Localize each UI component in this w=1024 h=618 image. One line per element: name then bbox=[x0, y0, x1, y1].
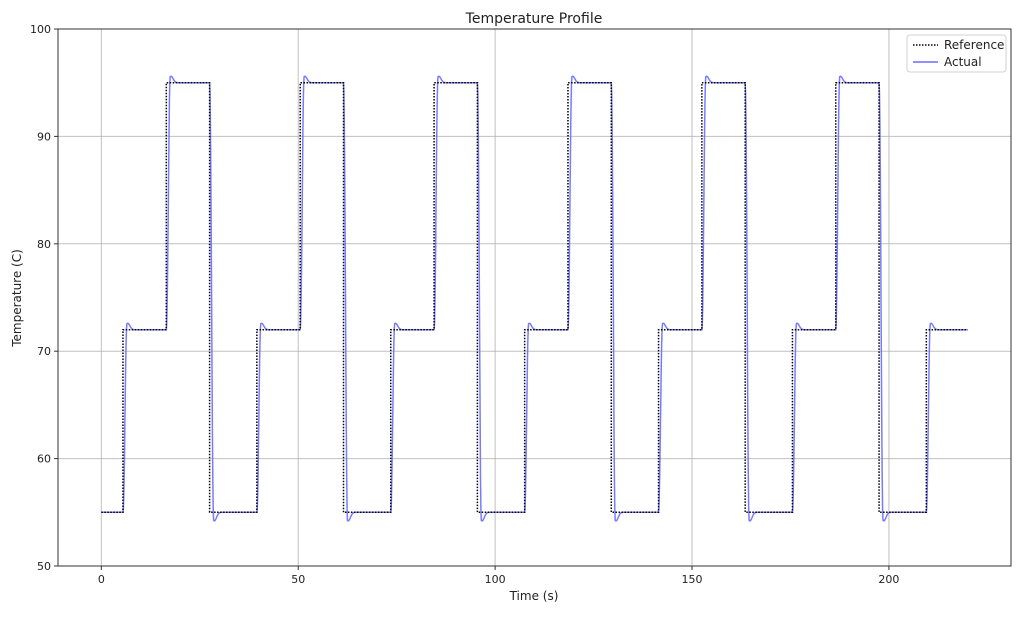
grid-lines bbox=[58, 29, 1011, 566]
y-tick-label: 50 bbox=[37, 560, 51, 573]
y-tick-label: 70 bbox=[37, 345, 51, 358]
y-axis-ticks: 50 60 70 80 90 100 bbox=[30, 23, 58, 573]
y-tick-label: 80 bbox=[37, 238, 51, 251]
x-tick-label: 200 bbox=[878, 573, 899, 586]
x-tick-label: 50 bbox=[291, 573, 305, 586]
series-actual-line bbox=[101, 75, 968, 522]
y-tick-label: 60 bbox=[37, 453, 51, 466]
x-axis-ticks: 0 50 100 150 200 bbox=[98, 566, 899, 586]
actual-path bbox=[101, 75, 968, 522]
plot-frame bbox=[57, 28, 1012, 567]
legend: Reference Actual bbox=[906, 34, 1007, 73]
series-reference-line bbox=[101, 81, 968, 514]
y-tick-label: 90 bbox=[37, 130, 51, 143]
reference-path bbox=[101, 81, 968, 514]
legend-actual-label: Actual bbox=[944, 55, 982, 69]
x-axis-label: Time (s) bbox=[509, 589, 559, 603]
legend-reference-label: Reference bbox=[944, 38, 1004, 52]
y-tick-label: 100 bbox=[30, 23, 51, 36]
chart-title: Temperature Profile bbox=[465, 11, 603, 27]
x-tick-label: 100 bbox=[485, 573, 506, 586]
x-tick-label: 0 bbox=[98, 573, 105, 586]
y-axis-label: Temperature (C) bbox=[10, 249, 24, 348]
x-tick-label: 150 bbox=[682, 573, 703, 586]
